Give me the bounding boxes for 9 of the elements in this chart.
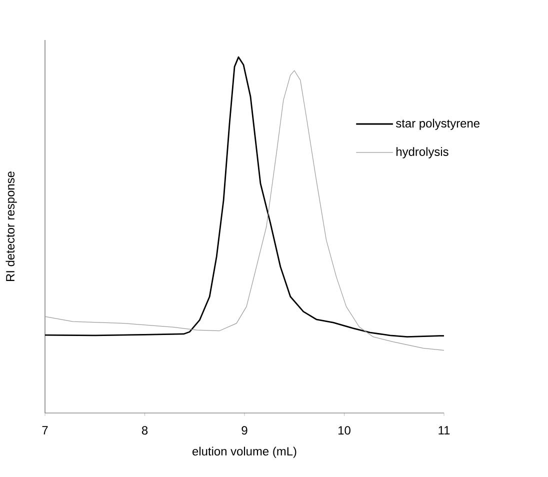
y-axis-title: RI detector response	[6, 172, 17, 282]
legend-label: hydrolysis	[396, 147, 448, 158]
x-tick-label: 11	[438, 426, 450, 434]
x-tick-label: 10	[338, 426, 350, 435]
x-tick-label: 9	[242, 426, 248, 435]
legend-label: star polystyrene	[396, 118, 480, 130]
x-axis-title: elution volume (mL)	[192, 446, 296, 458]
x-tick-label: 7	[42, 426, 48, 434]
x-tick-label: 8	[142, 426, 148, 435]
